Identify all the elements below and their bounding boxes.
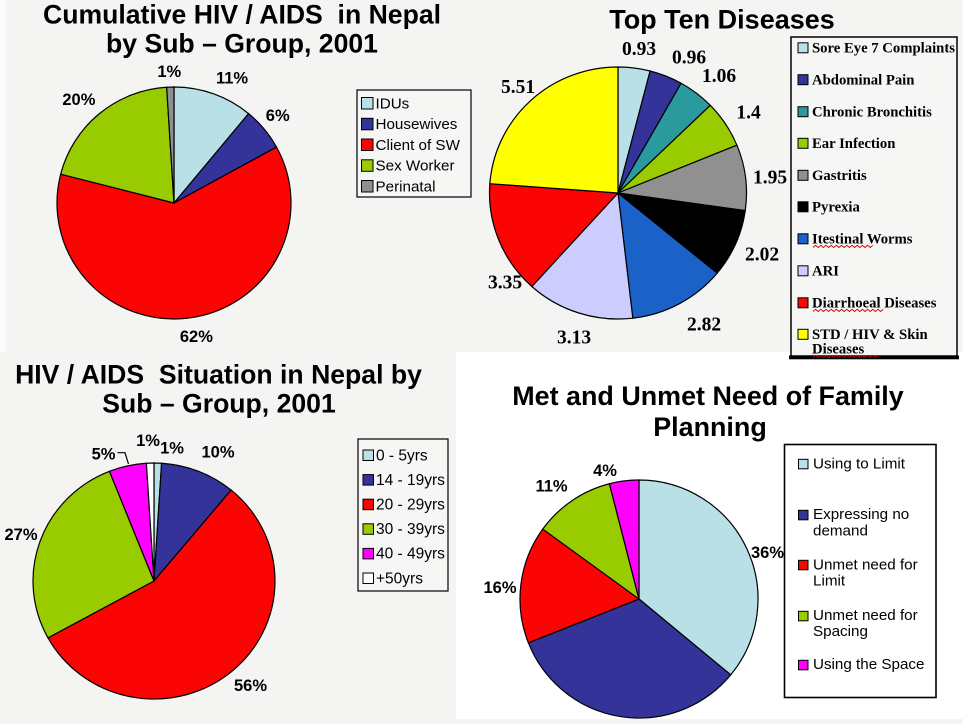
svg-text:2.82: 2.82 xyxy=(687,315,721,336)
svg-text:36%: 36% xyxy=(751,544,784,562)
svg-text:Diseases: Diseases xyxy=(812,342,865,358)
svg-text:2.02: 2.02 xyxy=(745,245,779,266)
svg-text:Cumulative HIV / AIDS in Nepa: Cumulative HIV / AIDS in Nepal xyxy=(43,0,441,29)
svg-text:Chronic Bronchitis: Chronic Bronchitis xyxy=(812,104,932,120)
svg-text:Pyrexia: Pyrexia xyxy=(812,200,861,216)
svg-text:Ear Infection: Ear Infection xyxy=(812,136,895,152)
svg-text:Abdominal Pain: Abdominal Pain xyxy=(812,72,914,88)
svg-text:Client of SW: Client of SW xyxy=(376,137,461,154)
svg-text:by Sub – Group, 2001: by Sub – Group, 2001 xyxy=(106,28,378,58)
svg-text:0 - 5yrs: 0 - 5yrs xyxy=(376,447,428,464)
svg-text:10%: 10% xyxy=(201,444,234,462)
svg-text:20%: 20% xyxy=(62,91,95,109)
svg-text:Limit: Limit xyxy=(813,573,846,590)
svg-text:1.06: 1.06 xyxy=(702,66,736,87)
svg-text:Housewives: Housewives xyxy=(376,116,458,133)
svg-text:+50yrs: +50yrs xyxy=(376,570,423,587)
svg-text:5.51: 5.51 xyxy=(501,77,535,98)
svg-text:11%: 11% xyxy=(535,478,567,496)
svg-text:1.4: 1.4 xyxy=(736,103,761,124)
svg-text:6%: 6% xyxy=(266,107,290,125)
svg-text:Met and Unmet Need of Family: Met and Unmet Need of Family xyxy=(512,381,904,411)
svg-text:Unmet need for: Unmet need for xyxy=(813,557,918,574)
svg-text:30 - 39yrs: 30 - 39yrs xyxy=(376,521,445,538)
svg-text:ARI: ARI xyxy=(812,264,839,280)
svg-text:Using the Space: Using the Space xyxy=(813,656,924,673)
svg-text:Using to Limit: Using to Limit xyxy=(813,456,906,473)
svg-text:56%: 56% xyxy=(234,677,267,695)
svg-text:20 - 29yrs: 20 - 29yrs xyxy=(376,497,445,514)
svg-text:0.96: 0.96 xyxy=(672,48,706,69)
svg-text:1.95: 1.95 xyxy=(753,168,787,189)
svg-text:1%: 1% xyxy=(160,439,184,457)
svg-text:27%: 27% xyxy=(4,526,37,544)
svg-text:4%: 4% xyxy=(593,462,617,480)
svg-text:62%: 62% xyxy=(180,328,213,346)
svg-text:1%: 1% xyxy=(157,63,181,81)
svg-text:Sub – Group, 2001: Sub – Group, 2001 xyxy=(102,388,336,418)
svg-text:Unmet need for: Unmet need for xyxy=(813,607,918,624)
svg-text:14 - 19yrs: 14 - 19yrs xyxy=(376,472,445,489)
svg-text:3.13: 3.13 xyxy=(557,328,591,349)
svg-text:STD / HIV & Skin: STD / HIV & Skin xyxy=(812,327,928,343)
svg-text:Itestinal Worms: Itestinal Worms xyxy=(812,232,913,248)
svg-text:Spacing: Spacing xyxy=(813,623,868,640)
svg-text:11%: 11% xyxy=(216,70,248,88)
svg-text:5%: 5% xyxy=(92,446,116,464)
svg-text:HIV / AIDS Situation in Nepal: HIV / AIDS Situation in Nepal by xyxy=(15,359,422,389)
svg-text:Diarrhoeal Diseases: Diarrhoeal Diseases xyxy=(812,296,937,312)
svg-text:Sex Worker: Sex Worker xyxy=(376,158,455,175)
svg-text:Top Ten Diseases: Top Ten Diseases xyxy=(609,5,835,35)
svg-text:16%: 16% xyxy=(483,579,516,597)
svg-text:Expressing no: Expressing no xyxy=(813,506,909,523)
svg-text:Sore Eye 7 Complaints: Sore Eye 7 Complaints xyxy=(812,41,955,57)
svg-text:Planning: Planning xyxy=(653,412,767,442)
svg-text:Gastritis: Gastritis xyxy=(812,168,867,184)
svg-text:demand: demand xyxy=(813,522,868,539)
svg-text:0.93: 0.93 xyxy=(622,39,656,60)
svg-text:IDUs: IDUs xyxy=(376,95,410,112)
svg-text:40 - 49yrs: 40 - 49yrs xyxy=(376,546,445,563)
svg-text:1%: 1% xyxy=(136,432,160,450)
svg-text:Perinatal: Perinatal xyxy=(376,178,436,195)
svg-text:3.35: 3.35 xyxy=(488,273,522,294)
